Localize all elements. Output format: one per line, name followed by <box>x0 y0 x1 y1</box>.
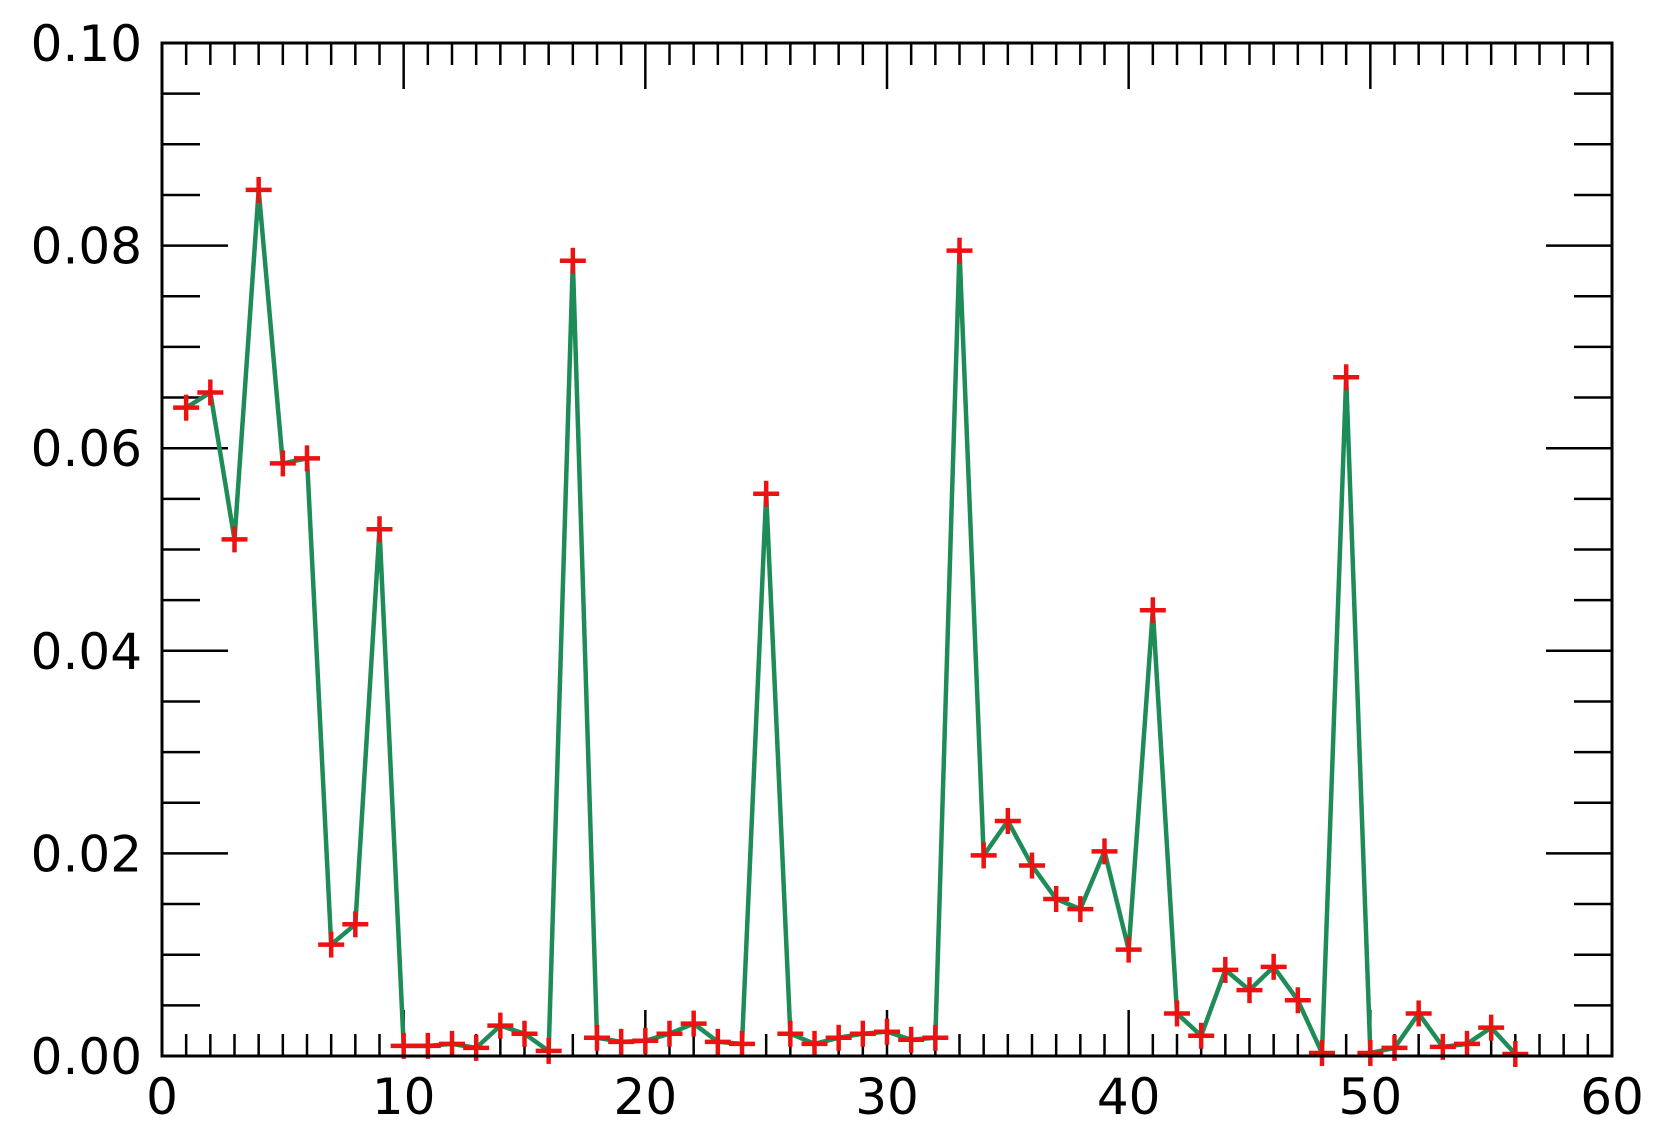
data-point-marker <box>1502 1040 1529 1067</box>
data-point-marker <box>584 1024 610 1051</box>
data-point-marker <box>1236 977 1263 1004</box>
data-point-marker <box>970 842 997 869</box>
y-tick-label: 0.08 <box>31 218 142 276</box>
data-point-marker <box>1019 852 1045 879</box>
data-point-marker <box>197 379 224 406</box>
data-point-marker <box>1357 1039 1384 1066</box>
axis-tick-labels: 0 10 20 30 40 50 60 0.00 0.02 0.04 0.06 0.08 0.10 <box>31 15 1644 1126</box>
data-point-marker <box>801 1030 828 1057</box>
data-point-marker <box>1139 597 1166 624</box>
data-point-marker <box>221 526 248 553</box>
data-point-marker <box>608 1028 635 1055</box>
data-point-marker <box>656 1020 683 1047</box>
data-point-marker <box>511 1020 538 1047</box>
data-point-marker <box>680 1010 707 1037</box>
data-point-marker <box>1478 1014 1505 1041</box>
data-point-marker <box>173 394 200 421</box>
data-point-marker <box>439 1030 465 1057</box>
x-tick-label: 60 <box>1580 1068 1644 1126</box>
data-point-marker <box>269 450 296 477</box>
plot-frame <box>160 41 1614 1058</box>
data-point-marker <box>1405 1000 1432 1027</box>
data-point-marker <box>1188 1022 1215 1049</box>
data-point-marker <box>535 1037 562 1064</box>
data-point-marker <box>1454 1030 1480 1057</box>
data-point-marker <box>849 1020 876 1047</box>
data-point-marker <box>777 1020 804 1047</box>
data-point-marker <box>1043 885 1070 912</box>
data-point-marker <box>1333 364 1360 391</box>
data-point-marker <box>632 1027 659 1054</box>
data-point-marker <box>729 1030 755 1057</box>
y-tick-label: 0.06 <box>31 420 142 478</box>
data-point-marker <box>487 1012 514 1039</box>
data-point-marker <box>1260 953 1287 980</box>
data-point-marker <box>874 1018 900 1045</box>
data-point-marker <box>342 911 369 938</box>
series-line-layer <box>184 187 1517 1056</box>
data-point-marker <box>922 1024 949 1051</box>
data-point-marker <box>994 807 1021 834</box>
data-point-marker <box>1091 838 1118 865</box>
x-tick-label: 30 <box>855 1068 919 1126</box>
data-point-marker <box>366 516 393 543</box>
data-point-marker <box>318 931 345 958</box>
y-tick-label: 0.02 <box>31 825 142 883</box>
series-markers <box>173 176 1529 1067</box>
data-point-marker <box>1164 1000 1190 1027</box>
data-point-marker <box>559 247 586 274</box>
data-point-marker <box>1115 936 1142 963</box>
data-point-marker <box>1309 1039 1335 1066</box>
x-tick-label: 40 <box>1097 1068 1161 1126</box>
data-point-marker <box>753 480 780 507</box>
data-point-marker <box>1284 987 1311 1014</box>
data-point-marker <box>825 1024 852 1051</box>
x-tick-label: 10 <box>372 1068 436 1126</box>
data-point-marker <box>294 445 320 472</box>
data-point-marker <box>898 1026 925 1053</box>
y-tick-label: 0.10 <box>31 15 142 73</box>
data-point-marker <box>704 1028 731 1055</box>
x-tick-label: 20 <box>614 1068 678 1126</box>
y-tick-label: 0.04 <box>31 623 142 681</box>
y-tick-label: 0.00 <box>31 1028 142 1086</box>
series-line <box>184 187 1517 1056</box>
data-point-marker <box>245 176 272 203</box>
data-point-marker <box>1212 956 1239 983</box>
x-tick-label: 50 <box>1339 1068 1403 1126</box>
x-tick-label: 0 <box>146 1068 178 1126</box>
data-point-marker <box>1067 896 1094 923</box>
data-point-marker <box>946 237 973 264</box>
